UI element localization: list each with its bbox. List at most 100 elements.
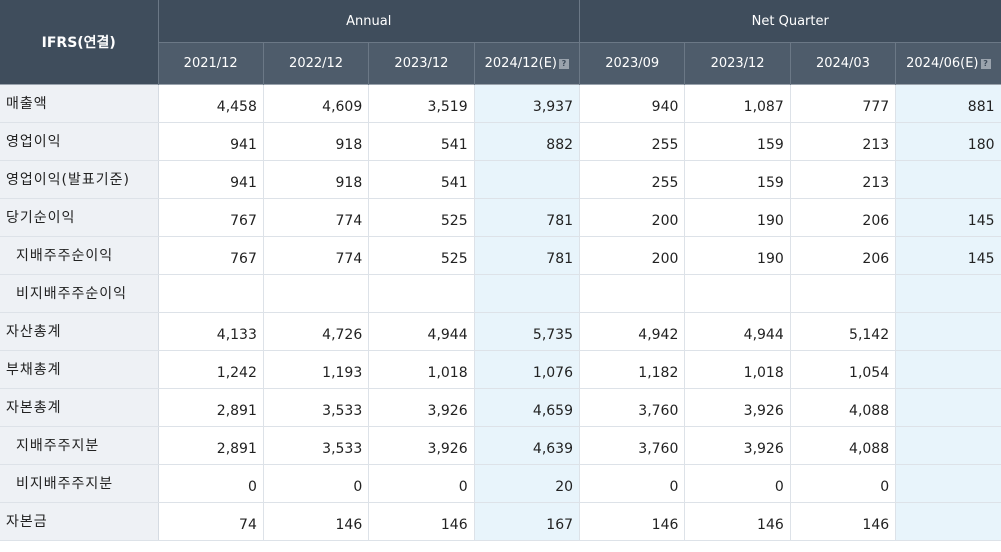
table-cell: 146 xyxy=(790,502,897,541)
column-header-annual-3: 2023/12 xyxy=(368,42,475,85)
table-cell: 3,926 xyxy=(368,388,475,427)
table-cell xyxy=(474,274,581,313)
table-cell xyxy=(158,274,264,313)
table-cell: 206 xyxy=(790,198,897,237)
table-cell: 525 xyxy=(368,198,475,237)
table-cell xyxy=(684,274,791,313)
table-row: 매출액 4,458 4,609 3,519 3,937 940 1,087 777 881 xyxy=(0,84,1001,123)
table-cell: 1,182 xyxy=(579,350,686,389)
table-cell: 0 xyxy=(790,464,897,503)
table-row: 지배주주순이익 767 774 525 781 200 190 206 145 xyxy=(0,236,1001,275)
table-cell: 3,760 xyxy=(579,388,686,427)
table-row: 영업이익(발표기준) 941 918 541 255 159 213 xyxy=(0,160,1001,199)
row-label: 비지배주주지분 xyxy=(0,464,159,503)
table-cell: 541 xyxy=(368,160,475,199)
table-cell: 1,054 xyxy=(790,350,897,389)
table-cell: 5,735 xyxy=(474,312,581,351)
table-cell xyxy=(263,274,370,313)
row-label: 자본총계 xyxy=(0,388,159,427)
table-row: 비지배주주지분 0 0 0 20 0 0 0 xyxy=(0,464,1001,503)
table-cell: 145 xyxy=(895,236,1001,275)
table-cell xyxy=(895,426,1001,465)
table-row: 당기순이익 767 774 525 781 200 190 206 145 xyxy=(0,198,1001,237)
table-cell: 0 xyxy=(579,464,686,503)
table-cell: 4,659 xyxy=(474,388,581,427)
help-icon[interactable]: ? xyxy=(980,59,991,69)
table-cell: 918 xyxy=(263,122,370,161)
table-cell: 3,937 xyxy=(474,84,581,123)
table-row: 자산총계 4,133 4,726 4,944 5,735 4,942 4,944 5,142 xyxy=(0,312,1001,351)
table-cell: 1,018 xyxy=(368,350,475,389)
table-cell xyxy=(790,274,897,313)
table-cell: 255 xyxy=(579,160,686,199)
table-cell: 180 xyxy=(895,122,1001,161)
help-icon[interactable]: ? xyxy=(559,59,569,69)
table-cell: 3,533 xyxy=(263,388,370,427)
table-cell: 1,076 xyxy=(474,350,581,389)
table-cell xyxy=(895,312,1001,351)
table-cell: 200 xyxy=(579,236,686,275)
table-cell: 206 xyxy=(790,236,897,275)
column-header-quarter-2: 2023/12 xyxy=(684,42,791,85)
table-cell: 0 xyxy=(684,464,791,503)
table-cell: 781 xyxy=(474,198,581,237)
table-cell: 159 xyxy=(684,122,791,161)
table-cell: 767 xyxy=(158,198,264,237)
column-header-quarter-1: 2023/09 xyxy=(579,42,686,85)
table-cell: 3,926 xyxy=(684,426,791,465)
table-cell: 774 xyxy=(263,198,370,237)
table-row: 영업이익 941 918 541 882 255 159 213 180 xyxy=(0,122,1001,161)
table-cell: 146 xyxy=(263,502,370,541)
table-cell: 3,926 xyxy=(368,426,475,465)
table-cell: 525 xyxy=(368,236,475,275)
table-cell: 213 xyxy=(790,160,897,199)
table-row: 지배주주지분 2,891 3,533 3,926 4,639 3,760 3,926 4,08… xyxy=(0,426,1001,465)
table-cell: 146 xyxy=(684,502,791,541)
table-row: 부채총계 1,242 1,193 1,018 1,076 1,182 1,018 1,054 xyxy=(0,350,1001,389)
table-cell: 4,133 xyxy=(158,312,264,351)
quarter-group-header: Net Quarter xyxy=(579,0,1001,43)
column-header-annual-1: 2021/12 xyxy=(158,42,264,85)
table-cell: 4,609 xyxy=(263,84,370,123)
table-cell: 0 xyxy=(263,464,370,503)
table-body: 매출액 4,458 4,609 3,519 3,937 940 1,087 777 881 영업이… xyxy=(0,84,1001,541)
row-label: 지배주주순이익 xyxy=(0,236,159,275)
table-cell: 2,891 xyxy=(158,388,264,427)
table-cell: 3,926 xyxy=(684,388,791,427)
table-cell: 3,760 xyxy=(579,426,686,465)
row-label: 부채총계 xyxy=(0,350,159,389)
table-cell: 940 xyxy=(579,84,686,123)
table-cell: 882 xyxy=(474,122,581,161)
table-cell: 146 xyxy=(368,502,475,541)
table-cell: 1,242 xyxy=(158,350,264,389)
table-cell: 255 xyxy=(579,122,686,161)
table-cell: 146 xyxy=(579,502,686,541)
table-cell: 213 xyxy=(790,122,897,161)
column-header-label: 2024/12(E) xyxy=(484,56,557,71)
table-cell xyxy=(895,274,1001,313)
column-header-quarter-3: 2024/03 xyxy=(790,42,897,85)
table-cell: 3,519 xyxy=(368,84,475,123)
table-row: 자본금 74 146 146 167 146 146 146 xyxy=(0,502,1001,541)
column-header-annual-estimate: 2024/12(E)? xyxy=(474,42,581,85)
table-cell: 1,087 xyxy=(684,84,791,123)
table-cell xyxy=(474,160,581,199)
table-cell: 4,726 xyxy=(263,312,370,351)
table-cell: 781 xyxy=(474,236,581,275)
table-cell: 4,944 xyxy=(684,312,791,351)
row-label: 매출액 xyxy=(0,84,159,123)
table-cell: 0 xyxy=(368,464,475,503)
table-cell xyxy=(579,274,686,313)
table-cell: 4,944 xyxy=(368,312,475,351)
table-cell xyxy=(895,502,1001,541)
table-cell: 541 xyxy=(368,122,475,161)
table-cell: 918 xyxy=(263,160,370,199)
column-header-annual-2: 2022/12 xyxy=(263,42,370,85)
table-cell: 3,533 xyxy=(263,426,370,465)
row-label: 자본금 xyxy=(0,502,159,541)
table-cell: 200 xyxy=(579,198,686,237)
table-cell: 767 xyxy=(158,236,264,275)
table-cell xyxy=(895,464,1001,503)
column-header-quarter-estimate: 2024/06(E)? xyxy=(895,42,1001,85)
